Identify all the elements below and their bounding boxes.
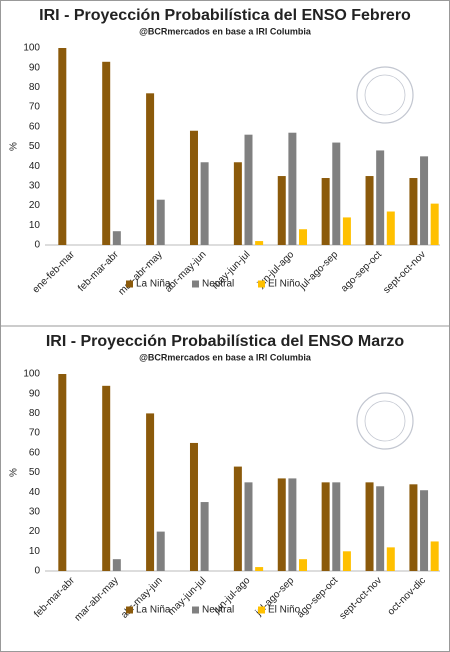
y-tick-label: 10 — [29, 220, 41, 231]
y-tick-label: 100 — [23, 43, 40, 54]
bar — [332, 482, 341, 571]
bar — [112, 559, 121, 571]
bar — [430, 541, 439, 571]
y-tick-label: 90 — [29, 62, 41, 73]
y-tick-label: 60 — [29, 447, 41, 458]
y-tick-label: 60 — [29, 121, 41, 132]
y-tick-label: 80 — [29, 408, 41, 419]
bar — [200, 162, 209, 245]
y-tick-label: 0 — [34, 566, 40, 577]
bar — [189, 442, 198, 571]
y-tick-label: 20 — [29, 200, 41, 211]
bar — [189, 130, 198, 245]
y-tick-label: 30 — [29, 181, 41, 192]
legend-swatch — [192, 280, 199, 288]
bar — [420, 490, 429, 571]
bar — [255, 567, 264, 571]
watermark — [364, 74, 406, 116]
bar — [102, 385, 111, 571]
bar — [430, 203, 439, 245]
bar — [277, 176, 286, 245]
legend-label: Neutral — [202, 605, 234, 616]
bar — [376, 486, 385, 571]
bar — [58, 48, 67, 245]
y-axis-label: % — [9, 468, 20, 477]
y-tick-label: 90 — [29, 388, 41, 399]
bar — [102, 61, 111, 245]
y-tick-label: 50 — [29, 141, 41, 152]
bar — [365, 176, 374, 245]
legend-swatch — [192, 606, 199, 614]
bar — [376, 150, 385, 245]
bar — [156, 531, 165, 571]
bar — [321, 482, 330, 571]
watermark — [356, 392, 414, 450]
legend-label: El Niño — [268, 279, 301, 290]
legend-swatch — [258, 606, 265, 614]
legend-label: La Niña — [136, 279, 171, 290]
bar — [342, 217, 351, 245]
y-tick-label: 70 — [29, 428, 41, 439]
y-tick-label: 100 — [23, 369, 40, 380]
bar — [409, 178, 418, 245]
legend-swatch — [258, 280, 265, 288]
legend-label: El Niño — [268, 605, 301, 616]
bar — [420, 156, 429, 245]
bar — [146, 93, 155, 245]
bar — [386, 211, 395, 245]
legend-label: La Niña — [136, 605, 171, 616]
bar — [288, 478, 297, 571]
bar — [342, 551, 351, 571]
bar — [277, 478, 286, 571]
bar — [112, 231, 121, 245]
bar — [409, 484, 418, 571]
bar — [244, 482, 253, 571]
bar — [321, 178, 330, 245]
y-tick-label: 40 — [29, 487, 41, 498]
bar — [255, 241, 264, 245]
chart-subtitle: @BCRmercados en base a IRI Columbia — [139, 26, 312, 36]
y-tick-label: 20 — [29, 526, 41, 537]
bar — [200, 502, 209, 571]
legend-swatch — [126, 606, 133, 614]
bar — [299, 229, 308, 245]
y-tick-label: 50 — [29, 467, 41, 478]
chart-subtitle: @BCRmercados en base a IRI Columbia — [139, 352, 312, 362]
watermark — [364, 400, 406, 442]
y-tick-label: 30 — [29, 507, 41, 518]
bar — [365, 482, 374, 571]
legend-swatch — [126, 280, 133, 288]
bar — [233, 162, 242, 245]
y-tick-label: 0 — [34, 240, 40, 251]
watermark — [356, 66, 414, 124]
bar — [332, 142, 341, 245]
chart-title: IRI - Proyección Probabilística del ENSO… — [46, 333, 405, 350]
y-tick-label: 80 — [29, 82, 41, 93]
bar — [156, 199, 165, 245]
y-tick-label: 70 — [29, 102, 41, 113]
y-tick-label: 10 — [29, 546, 41, 557]
bar — [244, 134, 253, 245]
bar — [299, 559, 308, 571]
y-tick-label: 40 — [29, 161, 41, 172]
bar — [58, 374, 67, 571]
chart-title: IRI - Proyección Probabilística del ENSO… — [39, 7, 411, 24]
legend-label: Neutral — [202, 279, 234, 290]
bar — [386, 547, 395, 571]
y-axis-label: % — [9, 142, 20, 151]
bar — [146, 413, 155, 571]
bar — [233, 466, 242, 571]
bar — [288, 132, 297, 245]
